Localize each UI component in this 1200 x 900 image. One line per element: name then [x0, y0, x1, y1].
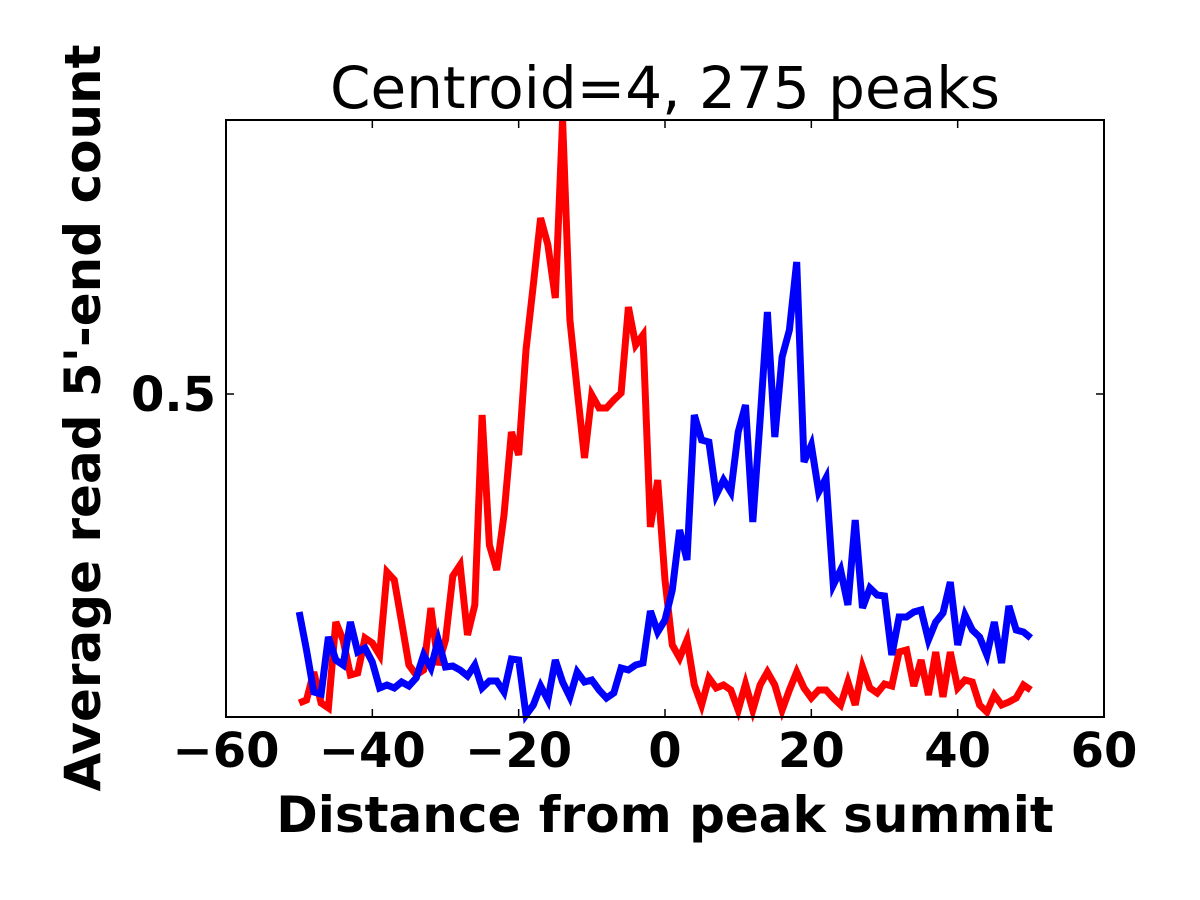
- ticks: −60 −40 −20 0 20 40 60 0.5: [131, 120, 1137, 779]
- series-line-2: [295, 261, 1034, 725]
- y-tick-label: 0.5: [131, 367, 216, 423]
- x-axis-label: Distance from peak summit: [276, 786, 1054, 844]
- x-tick-label: −40: [319, 723, 426, 779]
- x-tick-label: −60: [172, 723, 279, 779]
- y-axis-label: Average read 5'-end count: [54, 44, 112, 791]
- x-tick-label: 20: [778, 723, 845, 779]
- x-tick-label: 0: [648, 723, 681, 779]
- x-tick-label: −20: [465, 723, 572, 779]
- plot-area: [295, 119, 1034, 725]
- x-tick-label: 60: [1071, 723, 1138, 779]
- chart-title: Centroid=4, 275 peaks: [330, 54, 1000, 122]
- x-tick-label: 40: [924, 723, 991, 779]
